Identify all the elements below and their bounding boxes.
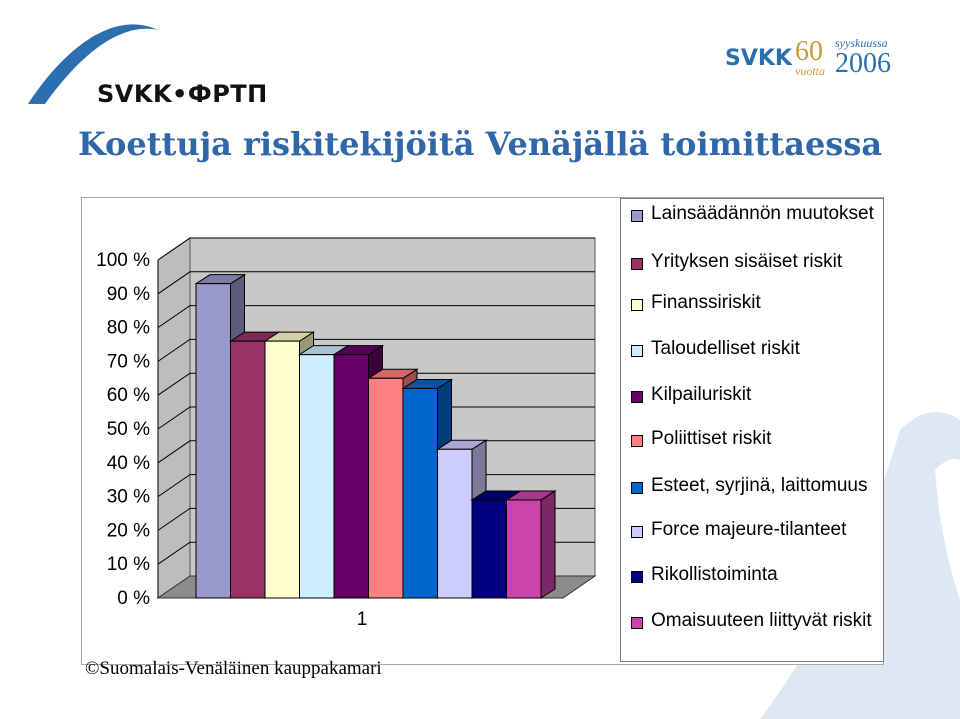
swoosh-icon (28, 24, 158, 104)
y-tick-label: 20 % (107, 520, 150, 541)
x-tick-label: 1 (357, 609, 368, 630)
y-tick-label: 100 % (96, 250, 150, 271)
gridline (157, 237, 595, 261)
y-tick-label: 70 % (107, 351, 150, 372)
chart-legend: Lainsäädännön muutokset Yrityksen sisäise… (620, 198, 884, 662)
copyright-text: ©Suomalais-Venäläinen kauppakamari (85, 658, 382, 679)
logo-text: SVKK•ФРТП (97, 80, 268, 108)
legend-label: Yrityksen sisäiset riskit (651, 251, 843, 272)
svkk-logo: SVKK•ФРТП (0, 0, 267, 115)
legend-label: Kilpailuriskit (651, 384, 752, 405)
bar (504, 490, 557, 599)
anniversary-number: 60 (795, 36, 823, 67)
y-tick-label: 80 % (107, 318, 150, 339)
y-tick-label: 0 % (117, 588, 150, 609)
gridline (157, 305, 595, 329)
gridline (157, 338, 595, 362)
anniversary-month: syyskuussa (835, 36, 888, 50)
legend-swatch (631, 526, 643, 538)
legend-swatch (631, 617, 643, 629)
anniversary-year: 2006 (835, 48, 891, 79)
legend-label: Lainsäädännön muutokset (651, 203, 874, 224)
legend-label: Force majeure-tilanteet (651, 519, 847, 540)
chart-axis-labels: 0 % 10 % 20 % 30 % 40 % 50 % 60 % 70 % 80 % 90 % 1… (96, 250, 367, 630)
gridline (157, 406, 595, 430)
legend-label: Poliittiset riskit (651, 428, 772, 449)
anniversary-vuotta: vuotta (795, 64, 825, 78)
y-tick-label: 30 % (107, 487, 150, 508)
legend-swatch (631, 345, 643, 357)
chart-bars (194, 273, 557, 599)
legend-swatch (631, 482, 643, 494)
legend-swatch (631, 299, 643, 311)
legend-swatch (631, 571, 643, 583)
gridline (157, 372, 595, 396)
y-tick-label: 90 % (107, 284, 150, 305)
slide-title: Koettuja riskitekijöitä Venäjällä toimit… (77, 125, 883, 163)
legend-swatch (631, 210, 643, 222)
y-tick-label: 50 % (107, 419, 150, 440)
anniversary-brand: SVKK (725, 46, 792, 71)
legend-swatch (631, 391, 643, 403)
legend-label: Esteet, syrjinä, laittomuus (651, 475, 868, 496)
legend-swatch (631, 435, 643, 447)
gridline (157, 271, 595, 295)
legend-label: Rikollistoiminta (651, 564, 778, 585)
legend-label: Finanssiriskit (651, 292, 761, 313)
y-tick-label: 60 % (107, 385, 150, 406)
y-tick-label: 10 % (107, 554, 150, 575)
legend-swatch (631, 258, 643, 270)
y-tick-label: 40 % (107, 453, 150, 474)
anniversary-logo: SVKK 60 vuotta syyskuussa 2006 (725, 30, 925, 90)
legend-label: Taloudelliset riskit (651, 338, 800, 359)
legend-label: Omaisuuteen liittyvät riskit (651, 610, 872, 631)
